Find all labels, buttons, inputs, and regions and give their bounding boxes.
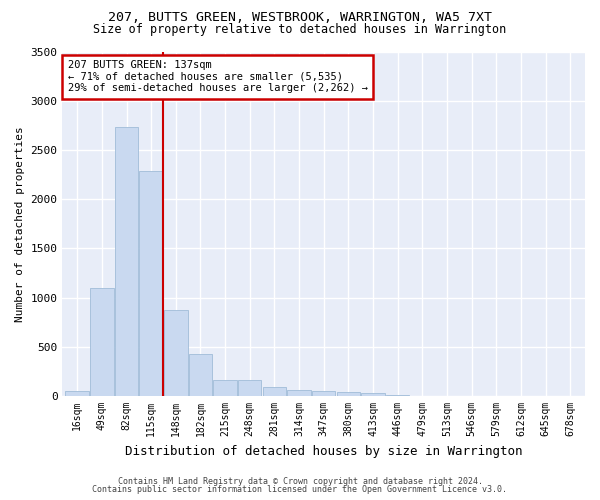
Text: Contains HM Land Registry data © Crown copyright and database right 2024.: Contains HM Land Registry data © Crown c… (118, 477, 482, 486)
Bar (90, 288, 113, 396)
X-axis label: Distribution of detached houses by size in Warrington: Distribution of detached houses by size … (125, 444, 523, 458)
Bar (361, 393, 385, 396)
Bar (139, 170, 163, 396)
Bar (214, 380, 237, 396)
Text: Size of property relative to detached houses in Warrington: Size of property relative to detached ho… (94, 22, 506, 36)
Text: 207, BUTTS GREEN, WESTBROOK, WARRINGTON, WA5 7XT: 207, BUTTS GREEN, WESTBROOK, WARRINGTON,… (108, 11, 492, 24)
Bar (238, 380, 262, 396)
Bar (337, 392, 360, 396)
Bar (263, 387, 286, 396)
Bar (386, 395, 409, 396)
Text: Contains public sector information licensed under the Open Government Licence v3: Contains public sector information licen… (92, 485, 508, 494)
Bar (164, 310, 188, 396)
Text: 207 BUTTS GREEN: 137sqm
← 71% of detached houses are smaller (5,535)
29% of semi: 207 BUTTS GREEN: 137sqm ← 71% of detache… (68, 60, 368, 94)
Bar (189, 354, 212, 396)
Bar (65, 391, 89, 396)
Bar (115, 128, 138, 396)
Bar (312, 390, 335, 396)
Bar (287, 390, 311, 396)
Y-axis label: Number of detached properties: Number of detached properties (15, 126, 25, 322)
